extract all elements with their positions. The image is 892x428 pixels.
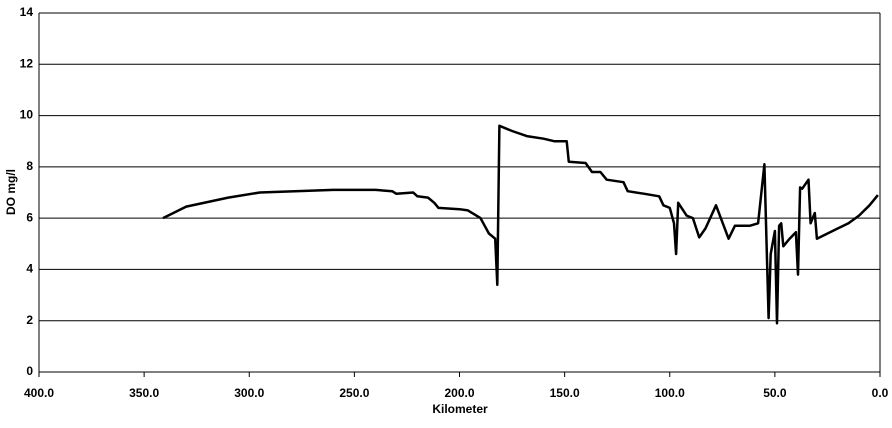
x-tick-label: 250.0 [339,386,369,400]
y-tick-label: 2 [26,313,33,327]
x-axis-label: Kilometer [432,402,488,416]
x-tick-label: 350.0 [129,386,159,400]
y-tick-label: 14 [20,5,34,19]
y-tick-label: 12 [20,56,34,70]
y-tick-label: 4 [26,262,33,276]
x-tick-label: 100.0 [655,386,685,400]
x-tick-label: 200.0 [444,386,474,400]
x-tick-label: 50.0 [763,386,787,400]
y-axis-label: DO mg/l [4,169,18,215]
x-tick-label: 0.0 [872,386,889,400]
y-tick-label: 8 [26,159,33,173]
x-tick-label: 400.0 [24,386,54,400]
x-tick-label: 150.0 [550,386,580,400]
y-tick-label: 0 [26,364,33,378]
y-tick-label: 6 [26,210,33,224]
data-line [162,124,879,325]
x-tick-label: 300.0 [234,386,264,400]
y-tick-label: 10 [20,108,34,122]
